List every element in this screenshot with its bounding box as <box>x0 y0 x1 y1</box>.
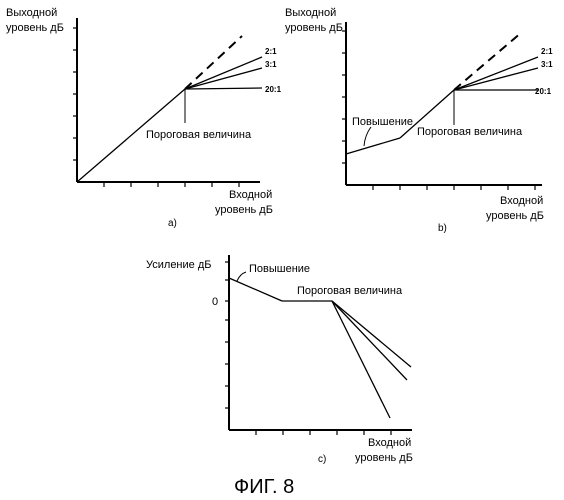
panel-c-boost-callout <box>237 272 246 281</box>
panel-b-ratio-label-3-1: 3:1 <box>541 60 553 69</box>
panel-b-x-axis-label-line2: уровень дБ <box>486 210 544 222</box>
panel-c-label: c) <box>318 454 326 465</box>
panel-c-ratio-line-1 <box>332 301 411 367</box>
panel-c-x-axis-label-line2: уровень дБ <box>355 452 413 464</box>
panel-b-boost-segment <box>346 138 400 154</box>
panel-b-ratio-2-1-line <box>454 57 538 90</box>
panel-b-y-axis-label-line2: уровень дБ <box>285 22 343 34</box>
panel-c-threshold-label: Пороговая величина <box>297 285 403 297</box>
panel-a-ratio-label-3-1: 3:1 <box>265 60 277 69</box>
panel-b-threshold-label: Пороговая величина <box>417 126 523 138</box>
panel-a-y-axis-label-line2: уровень дБ <box>6 22 64 34</box>
figure-caption: ФИГ. 8 <box>234 476 294 498</box>
panel-c-ratio-line-2 <box>332 301 407 380</box>
panel-c-y-axis-label: Усиление дБ <box>146 259 211 271</box>
panel-c-zero-label: 0 <box>212 296 218 308</box>
panel-a: Выходной уровень дБ 2:1 3:1 2 <box>6 7 282 229</box>
panel-b-ratio-label-20-1: 20:1 <box>535 87 552 96</box>
panel-b-x-axis-label-line1: Входной <box>500 195 543 207</box>
panel-a-ratio-2-1-line <box>185 57 262 89</box>
panel-b: Выходной уровень дБ <box>285 7 553 234</box>
panel-c-boost-slope <box>229 278 282 301</box>
panel-b-ratio-label-2-1: 2:1 <box>541 47 553 56</box>
panel-a-y-axis-label-line1: Выходной <box>6 7 57 19</box>
panel-a-x-axis-label-line2: уровень дБ <box>215 204 273 216</box>
panel-c-x-axis-label-line1: Входной <box>368 437 411 449</box>
panel-a-ratio-20-1-line <box>185 88 262 89</box>
panel-a-label: a) <box>168 218 177 229</box>
panel-a-ratio-label-2-1: 2:1 <box>265 47 277 56</box>
panel-c: Усиление дБ 0 Повышение П <box>146 255 413 465</box>
panel-b-label: b) <box>438 223 447 234</box>
panel-c-ratio-line-3 <box>332 301 390 418</box>
panel-b-boost-label: Повышение <box>352 116 413 128</box>
panel-b-y-axis-label-line1: Выходной <box>285 7 336 19</box>
panel-a-x-axis-label-line1: Входной <box>229 189 272 201</box>
panel-b-boost-callout <box>364 127 371 146</box>
panel-a-threshold-label: Пороговая величина <box>146 129 252 141</box>
panel-c-boost-label: Повышение <box>249 263 310 275</box>
panel-a-ratio-label-20-1: 20:1 <box>265 85 282 94</box>
